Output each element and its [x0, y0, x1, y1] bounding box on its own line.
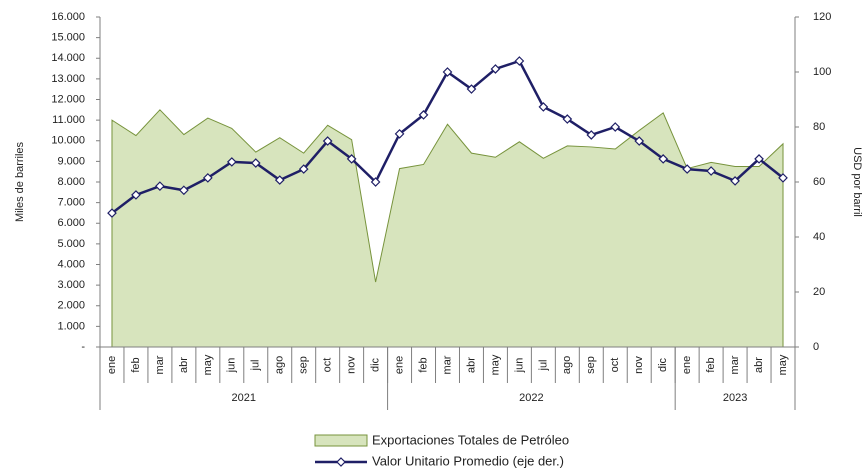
- marker: [778, 173, 788, 183]
- y-tick-label: 16.000: [51, 11, 85, 23]
- x-tick-label: feb: [130, 357, 142, 372]
- marker: [634, 136, 645, 146]
- y-tick-label: 6.000: [57, 217, 85, 229]
- x-tick-label: ago: [561, 356, 573, 374]
- x-tick-label: ene: [681, 356, 693, 374]
- marker: [394, 129, 405, 139]
- x-group-label: 2023: [723, 392, 747, 404]
- marker: [418, 110, 429, 120]
- x-tick-label: sep: [585, 356, 597, 374]
- x-tick-label: feb: [705, 357, 717, 372]
- x-tick-label: may: [777, 354, 789, 375]
- x-tick-label: feb: [417, 357, 429, 372]
- x-tick-label: abr: [753, 357, 765, 373]
- x-tick-label: dic: [370, 357, 382, 372]
- x-tick-label: mar: [729, 355, 741, 374]
- marker: [538, 102, 549, 112]
- y-tick-label: 13.000: [51, 73, 85, 85]
- marker: [274, 175, 285, 185]
- legend-marker: [336, 457, 346, 467]
- legend-label: Valor Unitario Promedio (eje der.): [372, 453, 564, 468]
- y-axis-label: Miles de barriles: [14, 141, 26, 222]
- marker: [442, 67, 453, 77]
- y-tick-label: 3.000: [57, 279, 85, 291]
- x-tick-label: dic: [657, 357, 669, 372]
- marker: [514, 56, 525, 66]
- marker: [562, 114, 573, 124]
- y2-tick-label: 20: [813, 286, 825, 298]
- y2-tick-label: 80: [813, 121, 825, 133]
- area: [111, 109, 784, 348]
- marker: [155, 181, 165, 191]
- y-tick-label: 9.000: [57, 155, 85, 167]
- legend-swatch: [314, 434, 368, 447]
- y2-tick-label: 60: [813, 176, 825, 188]
- x-tick-label: nov: [633, 356, 645, 374]
- x-tick-label: jun: [226, 358, 238, 374]
- marker: [682, 164, 693, 174]
- marker: [610, 122, 621, 132]
- x-tick-label: mar: [154, 355, 166, 374]
- x-tick-label: may: [489, 354, 501, 375]
- marker: [370, 177, 381, 187]
- marker: [706, 166, 716, 176]
- y2-tick-label: 100: [813, 66, 831, 78]
- marker: [179, 185, 189, 196]
- x-tick-label: mar: [441, 355, 453, 374]
- marker: [466, 84, 477, 94]
- marker: [754, 154, 764, 164]
- x-tick-label: ene: [106, 356, 118, 374]
- x-tick-label: abr: [178, 357, 190, 373]
- marker: [586, 130, 597, 140]
- marker: [131, 190, 141, 200]
- marker: [298, 164, 309, 174]
- y-tick-label: 7.000: [57, 197, 85, 209]
- y-tick-label: 5.000: [57, 238, 85, 250]
- marker: [226, 157, 237, 167]
- y-tick-label: 15.000: [51, 32, 85, 44]
- x-tick-label: jul: [250, 359, 262, 371]
- x-tick-label: abr: [465, 357, 477, 373]
- x-group-label: 2021: [232, 392, 256, 404]
- x-tick-label: oct: [322, 358, 334, 373]
- x-tick-label: jul: [537, 359, 549, 371]
- y2-axis-label: USD por barril: [851, 147, 863, 217]
- y2-tick-label: 0: [813, 341, 819, 353]
- marker: [107, 208, 117, 218]
- marker: [490, 64, 501, 74]
- y-tick-label: 1.000: [57, 320, 85, 332]
- y-tick-label: 14.000: [51, 52, 85, 64]
- y-tick-label: 2.000: [57, 300, 85, 312]
- x-tick-label: ago: [274, 356, 286, 374]
- x-tick-label: ene: [393, 356, 405, 374]
- legend-label: Exportaciones Totales de Petróleo: [372, 432, 569, 447]
- y-tick-label: -: [81, 341, 85, 353]
- x-tick-label: jun: [513, 358, 525, 374]
- marker: [730, 176, 740, 186]
- x-tick-label: sep: [298, 356, 310, 374]
- y2-tick-label: 120: [813, 11, 831, 23]
- marker: [202, 173, 213, 183]
- y2-tick-label: 40: [813, 231, 825, 243]
- y-tick-label: 10.000: [51, 135, 85, 147]
- marker: [322, 136, 333, 146]
- y-tick-label: 4.000: [57, 258, 85, 270]
- x-tick-label: nov: [346, 356, 358, 374]
- y-tick-label: 11.000: [52, 114, 85, 126]
- x-tick-label: oct: [609, 358, 621, 373]
- x-tick-label: may: [202, 354, 214, 375]
- y-tick-label: 8.000: [57, 176, 85, 188]
- marker: [658, 154, 669, 164]
- x-group-label: 2022: [519, 392, 543, 404]
- marker: [250, 158, 261, 168]
- marker: [346, 154, 357, 164]
- y-tick-label: 12.000: [51, 93, 85, 105]
